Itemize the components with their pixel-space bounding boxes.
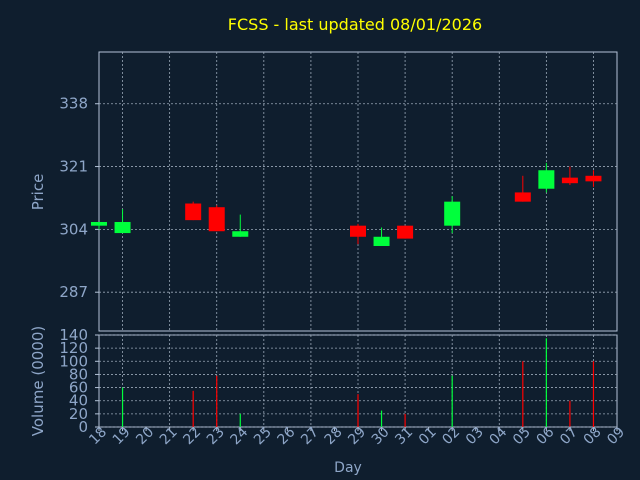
day-axis-ticks: 18 19 20 21 22 23 24 25 26 27 28 29 30 31 01 02 03 04 05 06… — [86, 424, 628, 448]
day-tick-label: 06 — [534, 424, 558, 448]
volume-tick-label: 80 — [69, 365, 88, 383]
candle-body — [538, 170, 555, 189]
price-tick-label: 321 — [59, 158, 88, 176]
day-tick-label: 31 — [392, 424, 416, 448]
price-axis-label: Price — [29, 174, 47, 211]
chart-title: FCSS - last updated 08/01/2026 — [228, 15, 482, 34]
day-tick-label: 03 — [463, 424, 487, 448]
candle-body — [444, 201, 461, 226]
price-gridlines — [99, 52, 617, 331]
candle-body — [373, 236, 390, 247]
volume-tick-label: 140 — [59, 326, 88, 344]
candle-body — [208, 207, 225, 232]
day-tick-label: 01 — [416, 424, 440, 448]
day-tick-label: 23 — [204, 424, 228, 448]
candle-body — [397, 225, 414, 239]
day-tick-label: 28 — [322, 424, 346, 448]
day-tick-label: 07 — [557, 424, 581, 448]
volume-tick-label: 100 — [59, 352, 88, 370]
day-tick-label: 30 — [369, 424, 393, 448]
candle-body — [561, 177, 578, 184]
candle-body — [514, 192, 531, 202]
volume-tick-label: 20 — [69, 405, 88, 423]
day-tick-label: 19 — [110, 424, 134, 448]
day-tick-label: 09 — [604, 424, 628, 448]
candle-body — [114, 221, 131, 234]
price-axis-ticks: 287 304 321 338 — [59, 95, 99, 301]
day-tick-label: 18 — [86, 424, 110, 448]
day-tick-label: 26 — [275, 424, 299, 448]
volume-tick-label: 40 — [69, 392, 88, 410]
candle-body — [185, 203, 202, 221]
price-tick-label: 338 — [59, 95, 88, 113]
day-tick-label: 20 — [133, 424, 157, 448]
volume-tick-label: 0 — [78, 418, 88, 436]
day-tick-label: 29 — [345, 424, 369, 448]
volume-axis-label: Volume (0000) — [29, 326, 47, 436]
candle-body — [232, 231, 249, 237]
day-tick-label: 25 — [251, 424, 275, 448]
candle-body — [350, 225, 366, 237]
volume-tick-label: 120 — [59, 339, 88, 357]
day-tick-label: 05 — [510, 424, 534, 448]
day-tick-label: 21 — [157, 424, 181, 448]
day-tick-label: 02 — [439, 424, 463, 448]
candlesticks — [91, 162, 602, 247]
day-tick-label: 04 — [486, 424, 510, 448]
candle-body — [585, 175, 602, 182]
candle-body — [91, 221, 107, 226]
volume-bars — [121, 338, 595, 427]
day-tick-label: 27 — [298, 424, 322, 448]
price-panel: 287 304 321 338 Price — [29, 51, 618, 332]
price-tick-label: 304 — [59, 220, 88, 238]
day-tick-label: 24 — [227, 424, 251, 448]
volume-tick-label: 60 — [69, 379, 88, 397]
day-tick-label: 08 — [581, 424, 605, 448]
price-tick-label: 287 — [59, 283, 88, 301]
day-axis-label: Day — [334, 460, 362, 476]
day-tick-label: 22 — [180, 424, 204, 448]
